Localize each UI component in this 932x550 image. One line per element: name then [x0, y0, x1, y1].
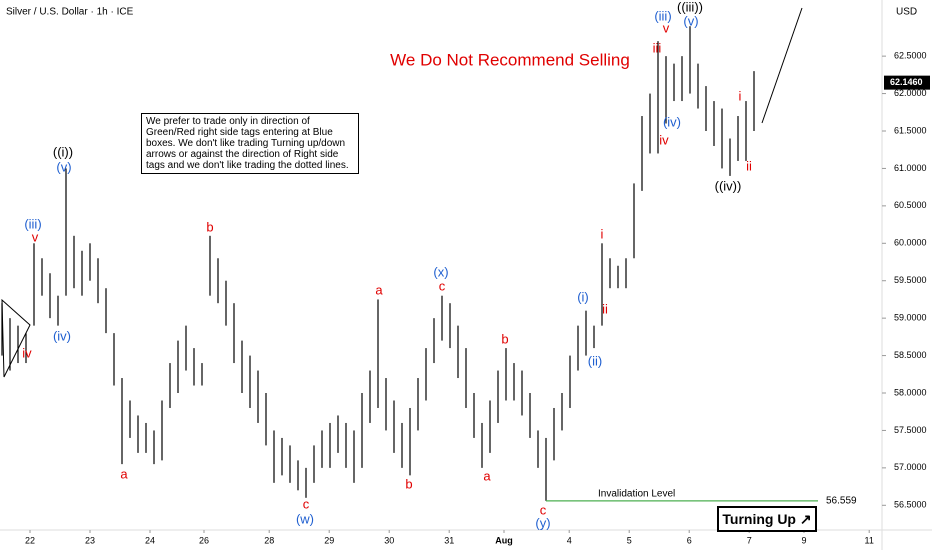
wave-label: ii — [602, 301, 608, 316]
wave-label: b — [501, 331, 508, 346]
x-tick-label: 31 — [444, 535, 454, 545]
x-tick-label: 24 — [145, 535, 155, 545]
x-tick-label: Aug — [495, 535, 513, 545]
wave-label: (y) — [535, 515, 550, 530]
x-tick-label: 23 — [85, 535, 95, 545]
x-tick-label: 26 — [199, 535, 209, 545]
wave-label: c — [540, 502, 547, 517]
y-tick-label: 58.5000 — [894, 350, 927, 360]
wave-label: iv — [22, 345, 32, 360]
y-tick-label: 60.0000 — [894, 238, 927, 248]
x-tick-label: 28 — [264, 535, 274, 545]
wave-label: (v) — [56, 159, 71, 174]
wave-label: i — [601, 226, 604, 241]
wave-label: iv — [659, 132, 669, 147]
wave-label: (ii) — [588, 353, 602, 368]
x-tick-label: 6 — [687, 535, 692, 545]
x-tick-label: 30 — [384, 535, 394, 545]
y-tick-label: 59.5000 — [894, 275, 927, 285]
y-tick-label: 62.5000 — [894, 51, 927, 61]
y-tick-label: 57.0000 — [894, 462, 927, 472]
currency: USD — [896, 7, 917, 18]
y-tick-label: 60.5000 — [894, 200, 927, 210]
wave-label: (iii) — [654, 8, 671, 23]
last-price-label: 62.1460 — [890, 77, 923, 87]
y-tick-label: 61.0000 — [894, 163, 927, 173]
wave-label: b — [405, 476, 412, 491]
wave-label: a — [120, 466, 128, 481]
x-tick-label: 9 — [801, 535, 806, 545]
wave-label: (iv) — [663, 114, 681, 129]
wave-label: v — [663, 20, 670, 35]
x-tick-label: 29 — [324, 535, 334, 545]
wave-label: ((iv)) — [715, 178, 742, 193]
triangle-pattern — [1, 298, 31, 378]
badge: Turning Up ↗ — [717, 506, 817, 532]
wave-label: b — [206, 219, 213, 234]
wave-label: a — [375, 282, 383, 297]
x-tick-label: 7 — [747, 535, 752, 545]
wave-label: (x) — [433, 264, 448, 279]
headline: We Do Not Recommend Selling — [390, 50, 630, 69]
last-price-tag — [884, 75, 930, 90]
x-tick-label: 22 — [25, 535, 35, 545]
y-tick-label: 56.5000 — [894, 500, 927, 510]
wave-label: ((i)) — [53, 144, 73, 159]
y-tick-label: 57.5000 — [894, 425, 927, 435]
wave-label: ii — [746, 158, 752, 173]
note-box: We prefer to trade only in direction of … — [141, 113, 359, 174]
y-tick-label: 59.0000 — [894, 313, 927, 323]
wave-label: ((iii)) — [677, 0, 703, 14]
wave-label: (w) — [296, 511, 314, 526]
wave-label: (iii) — [24, 216, 41, 231]
x-tick-label: 11 — [865, 535, 874, 545]
y-tick-label: 62.0000 — [894, 88, 927, 98]
wave-label: i — [739, 88, 742, 103]
invalidation-value: 56.559 — [826, 496, 857, 507]
y-tick-label: 58.0000 — [894, 387, 927, 397]
y-tick-label: 61.5000 — [894, 125, 927, 135]
wave-label: iii — [653, 40, 662, 55]
invalidation-label: Invalidation Level — [598, 489, 675, 500]
wave-label: c — [439, 278, 446, 293]
projection-line — [761, 7, 803, 124]
wave-label: c — [303, 496, 310, 511]
x-tick-label: 5 — [627, 535, 632, 545]
wave-label: v — [32, 229, 39, 244]
chart-title: Silver / U.S. Dollar · 1h · ICE — [6, 7, 134, 18]
wave-label: a — [483, 468, 491, 483]
wave-label: (v) — [683, 13, 698, 28]
wave-label: (iv) — [53, 328, 71, 343]
wave-label: (i) — [577, 289, 589, 304]
x-tick-label: 4 — [567, 535, 572, 545]
